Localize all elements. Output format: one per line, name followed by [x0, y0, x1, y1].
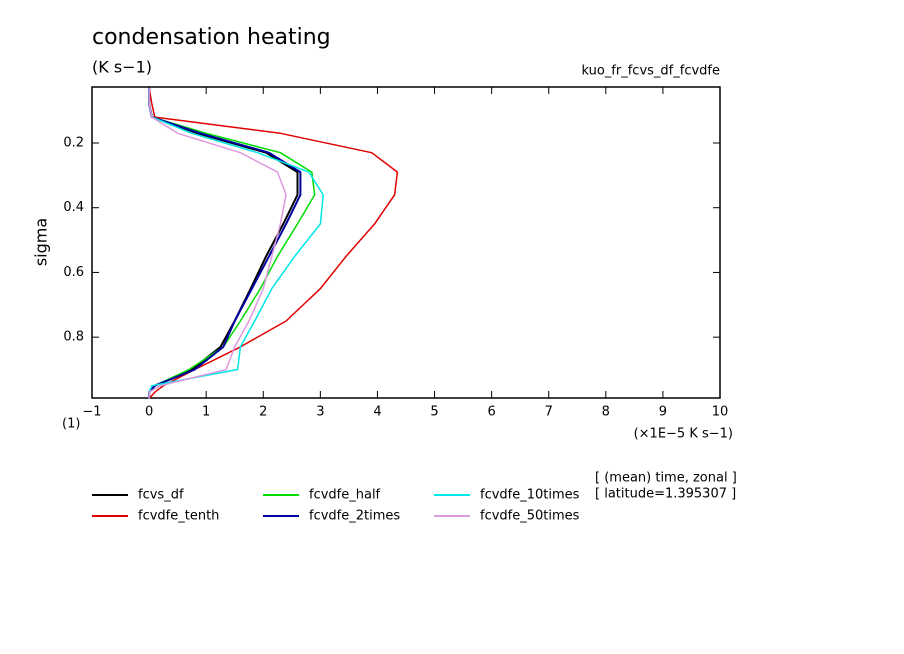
- y-tick-label: 0.6: [63, 265, 84, 280]
- x-tick-label: −1: [82, 405, 101, 420]
- chart-subtitle: (K s−1): [92, 58, 152, 77]
- x-tick-label: 7: [545, 405, 553, 420]
- plot-frame: [91, 86, 721, 399]
- x-tick-label: 6: [487, 405, 495, 420]
- x-tick-label: 10: [712, 405, 729, 420]
- x-tick-label: 4: [373, 405, 381, 420]
- x-tick-label: 0: [145, 405, 153, 420]
- x-tick-label: 3: [316, 405, 324, 420]
- legend-label: fcvdfe_10times: [480, 488, 580, 503]
- annotation: kuo_fr_fcvs_df_fcvdfe: [581, 64, 720, 79]
- legend-label: fcvdfe_half: [309, 488, 381, 503]
- legend-label: fcvdfe_2times: [309, 509, 400, 524]
- annotation: [ (mean) time, zonal ]: [595, 471, 737, 486]
- x-tick-label: 9: [659, 405, 667, 420]
- x-axis-label: (×1E−5 K s−1): [634, 427, 733, 442]
- annotation: [ latitude=1.395307 ]: [595, 487, 736, 502]
- y-axis-label: sigma: [32, 218, 51, 266]
- x-tick-label: 8: [602, 405, 610, 420]
- legend-label: fcvs_df: [138, 488, 184, 503]
- y-tick-label: 0.2: [63, 135, 84, 150]
- y-tick-label: 0.4: [63, 200, 84, 215]
- legend-label: fcvdfe_tenth: [138, 509, 219, 524]
- x-tick-label: 5: [430, 405, 438, 420]
- series-line: [148, 88, 302, 399]
- x-tick-label: 1: [202, 405, 210, 420]
- x-tick-label: 2: [259, 405, 267, 420]
- series-line: [148, 88, 287, 399]
- legend-label: fcvdfe_50times: [480, 509, 580, 524]
- chart-title: condensation heating: [92, 25, 331, 50]
- corner-label: (1): [62, 417, 80, 432]
- y-tick-label: 0.8: [63, 330, 84, 345]
- series-line: [148, 87, 399, 400]
